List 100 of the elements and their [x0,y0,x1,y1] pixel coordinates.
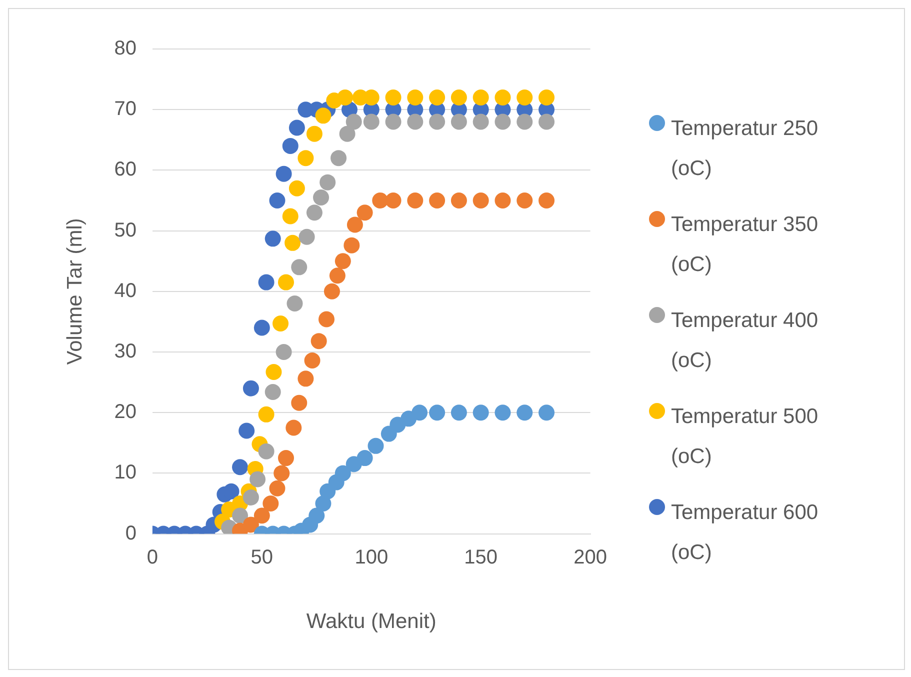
point [385,114,402,130]
legend-label: Temperatur 400 (oC) [671,308,820,374]
point [262,496,279,512]
point [286,296,303,312]
point [429,192,446,208]
point [266,364,282,380]
point [269,192,286,208]
point [538,192,555,208]
point [291,394,308,411]
point [356,204,373,221]
point [334,253,351,270]
point [450,114,467,130]
y-tick-label: 30 [114,340,136,363]
y-tick-label: 20 [114,401,136,424]
point [304,352,320,368]
x-tick-label: 100 [354,546,388,568]
point [346,114,362,130]
point [407,192,424,208]
point [232,459,248,476]
point [337,89,354,106]
point [494,404,511,421]
point [264,384,281,400]
point [310,333,327,350]
point [344,237,360,254]
x-tick-label: 150 [464,546,498,568]
point [450,192,467,208]
point [272,316,289,332]
point [288,180,305,196]
legend-label: Temperatur 350 (oC) [671,212,820,278]
point [412,404,428,421]
point [429,114,446,130]
point [276,344,292,360]
point [288,120,305,136]
point [429,89,446,106]
y-tick-label: 70 [114,98,136,120]
point [258,274,274,290]
x-tick-label: 0 [146,546,158,568]
point [223,483,240,500]
point [232,508,248,524]
point [313,189,330,206]
y-tick-label: 10 [114,462,136,484]
point [258,443,274,460]
point [472,89,489,106]
point [346,216,363,233]
point [329,268,346,284]
point [538,89,555,106]
point [286,420,302,436]
point [334,465,351,482]
point [308,508,325,524]
point [298,150,314,166]
point [282,138,298,154]
legend-label: Temperatur 250 (oC) [671,116,820,182]
point [407,114,424,130]
x-tick-label: 200 [574,546,608,568]
point [318,311,334,328]
point [238,422,255,439]
y-tick-label: 40 [114,280,136,302]
point [538,114,555,130]
point [516,192,533,208]
point [274,465,290,482]
point [330,150,347,166]
point [242,489,259,506]
point [538,404,555,421]
point [254,508,270,524]
point [385,192,402,208]
legend-label: Temperatur 500 (oC) [671,404,820,470]
x-tick-label: 50 [250,546,274,568]
point [516,114,533,130]
point [306,126,322,142]
y-tick-label: 80 [114,38,136,60]
point [315,108,332,124]
point [282,208,298,224]
point [472,404,489,421]
point [407,89,424,106]
point [494,114,511,130]
point [472,192,489,208]
point [254,320,270,336]
point [298,228,315,245]
x-axis-title: Waktu (Menit) [306,610,436,634]
point [516,89,533,106]
point [429,404,446,421]
point [269,480,286,496]
point [450,89,467,106]
point [356,450,373,466]
point [368,438,384,454]
point [472,114,489,130]
point [306,204,322,221]
point [242,380,259,396]
y-tick-label: 60 [114,158,136,181]
point [284,234,301,251]
point [324,283,340,300]
point [516,404,533,421]
point [372,192,388,208]
point [264,230,281,247]
point [258,406,274,422]
y-tick-label: 0 [125,522,136,544]
legend-label: Temperatur 600 (oC) [671,500,820,566]
point [363,114,380,130]
point [339,126,356,142]
point [320,174,336,190]
